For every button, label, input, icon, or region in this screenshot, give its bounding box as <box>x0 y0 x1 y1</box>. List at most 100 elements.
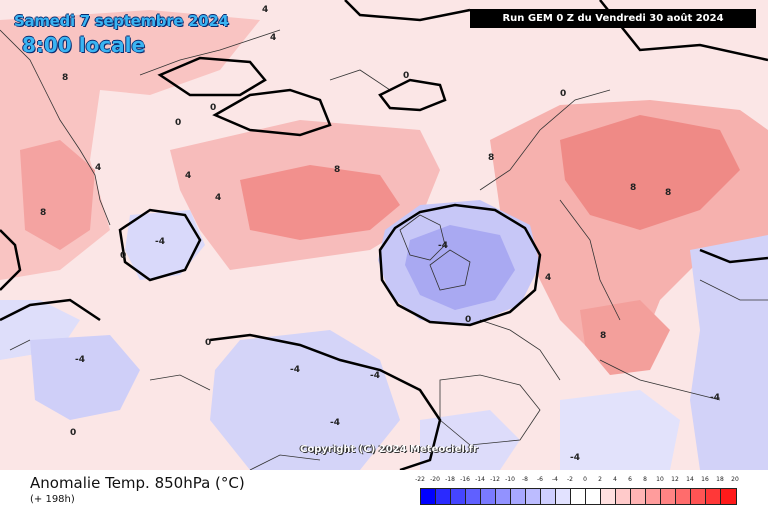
coastlines <box>0 29 768 401</box>
legend-swatch <box>541 489 556 504</box>
coastline-british-isles <box>399 214 471 291</box>
coastline-iberia <box>439 374 541 446</box>
legend-tick-label: -20 <box>430 476 440 483</box>
legend-tick-label: -8 <box>522 476 528 483</box>
contour-label: 4 <box>185 171 191 181</box>
contour-label: 0 <box>210 103 216 113</box>
legend-tick-labels: -22 -20 -18 -16 -14 -12 -10 -8 -6 -4 -2 0 2 4 6 8 10 12 14… <box>412 476 752 487</box>
contour-label: 8 <box>334 165 340 175</box>
contour-label: 4 <box>95 163 101 173</box>
contour-label: 8 <box>62 73 68 83</box>
legend-swatch <box>631 489 646 504</box>
zero-contour-east <box>699 248 768 264</box>
zero-contour-iceland <box>212 88 332 137</box>
legend-swatch <box>436 489 451 504</box>
anomaly-region-cold-east <box>690 235 768 470</box>
legend-tick-label: -22 <box>415 476 425 483</box>
legend-tick-label: 0 <box>583 476 587 483</box>
contour-label: -4 <box>370 371 380 381</box>
contour-label: -4 <box>75 355 85 365</box>
zero-contour-west <box>0 298 101 322</box>
zero-contour-norwegian-sea <box>378 78 447 112</box>
map-canvas: 8 8 8 8 8 8 8 4 4 4 4 4 4 0 0 0 0 0 0 0 … <box>0 0 768 470</box>
anomaly-region-atlantic-core <box>240 165 400 240</box>
legend-swatch <box>526 489 541 504</box>
legend-tick-label: -10 <box>505 476 515 483</box>
legend-tick-label: -2 <box>567 476 573 483</box>
legend-swatch <box>571 489 586 504</box>
legend-tick-label: -12 <box>490 476 500 483</box>
contour-label: 0 <box>465 315 471 325</box>
contour-label: 8 <box>488 153 494 163</box>
anomaly-region-cold-atlantic <box>125 210 205 280</box>
legend-tick-label: 14 <box>686 476 694 483</box>
contour-label: 0 <box>403 71 409 81</box>
color-legend: -22 -20 -18 -16 -14 -12 -10 -8 -6 -4 -2 0 2 4 6 8 10 12 14… <box>412 476 752 506</box>
legend-tick-label: 10 <box>656 476 664 483</box>
legend-swatch <box>586 489 601 504</box>
zero-contour-north <box>157 56 267 97</box>
contour-label: -4 <box>570 453 580 463</box>
contour-label: 0 <box>70 428 76 438</box>
forecast-time: 8:00 locale <box>22 33 146 57</box>
legend-swatch <box>511 489 526 504</box>
anomaly-region-balkans <box>580 300 670 375</box>
legend-swatch <box>496 489 511 504</box>
contour-label: 8 <box>600 331 606 341</box>
zero-contour-atlantic <box>118 208 202 282</box>
legend-tick-label: 6 <box>628 476 632 483</box>
anomaly-region-cold-southwest <box>30 335 140 420</box>
legend-swatch <box>421 489 436 504</box>
contour-label: 4 <box>270 33 276 43</box>
legend-swatch <box>481 489 496 504</box>
model-run-label: Run GEM 0 Z du Vendredi 30 août 2024 <box>470 9 756 28</box>
contour-label: -4 <box>330 418 340 428</box>
zero-contour-low <box>378 203 542 327</box>
contour-label: 0 <box>120 251 126 261</box>
contour-label: 4 <box>262 5 268 15</box>
legend-tick-label: 4 <box>613 476 617 483</box>
anomaly-region-cold-mediterranean <box>560 390 680 470</box>
legend-tick-label: 12 <box>671 476 679 483</box>
legend-tick-label: -14 <box>475 476 485 483</box>
contour-label: -4 <box>155 237 165 247</box>
legend-color-bar <box>420 488 737 505</box>
anomaly-region-cold-azores <box>210 330 400 470</box>
legend-swatch <box>661 489 676 504</box>
legend-swatch <box>676 489 691 504</box>
temperature-anomaly-map: 8 8 8 8 8 8 8 4 4 4 4 4 4 0 0 0 0 0 0 0 … <box>0 0 768 470</box>
zero-contour-top <box>344 0 471 22</box>
legend-swatch <box>706 489 721 504</box>
contour-label: 8 <box>40 208 46 218</box>
anomaly-region-greenland-core <box>20 140 95 250</box>
contour-label: -4 <box>438 241 448 251</box>
contour-label: 8 <box>665 188 671 198</box>
zero-contour-west-edge <box>0 229 22 291</box>
contour-label: 0 <box>205 338 211 348</box>
legend-swatch <box>466 489 481 504</box>
contour-label: 0 <box>175 118 181 128</box>
contour-label: -4 <box>710 393 720 403</box>
forecast-date: Samedi 7 septembre 2024 <box>14 12 229 30</box>
legend-swatch <box>616 489 631 504</box>
anomaly-region-cold-low-core <box>405 225 515 310</box>
anomaly-region-scandinavia-core <box>560 115 740 230</box>
contour-label: -4 <box>290 365 300 375</box>
legend-tick-label: -4 <box>552 476 558 483</box>
legend-swatch <box>601 489 616 504</box>
copyright-notice: Copyright (C) 2024 Meteociel.fr <box>300 444 478 455</box>
legend-tick-label: -16 <box>460 476 470 483</box>
legend-tick-label: -6 <box>537 476 543 483</box>
zero-contour-south <box>209 333 442 470</box>
contour-label: 4 <box>545 273 551 283</box>
legend-tick-label: 20 <box>731 476 739 483</box>
legend-swatch <box>451 489 466 504</box>
coastline-southwest <box>9 339 321 470</box>
legend-swatch <box>646 489 661 504</box>
lead-time: (+ 198h) <box>30 494 75 505</box>
legend-tick-label: 18 <box>716 476 724 483</box>
contour-labels: 8 8 8 8 8 8 8 4 4 4 4 4 4 0 0 0 0 0 0 0 … <box>40 5 720 463</box>
contour-label: 8 <box>630 183 636 193</box>
legend-swatch <box>691 489 706 504</box>
contour-label: 4 <box>215 193 221 203</box>
